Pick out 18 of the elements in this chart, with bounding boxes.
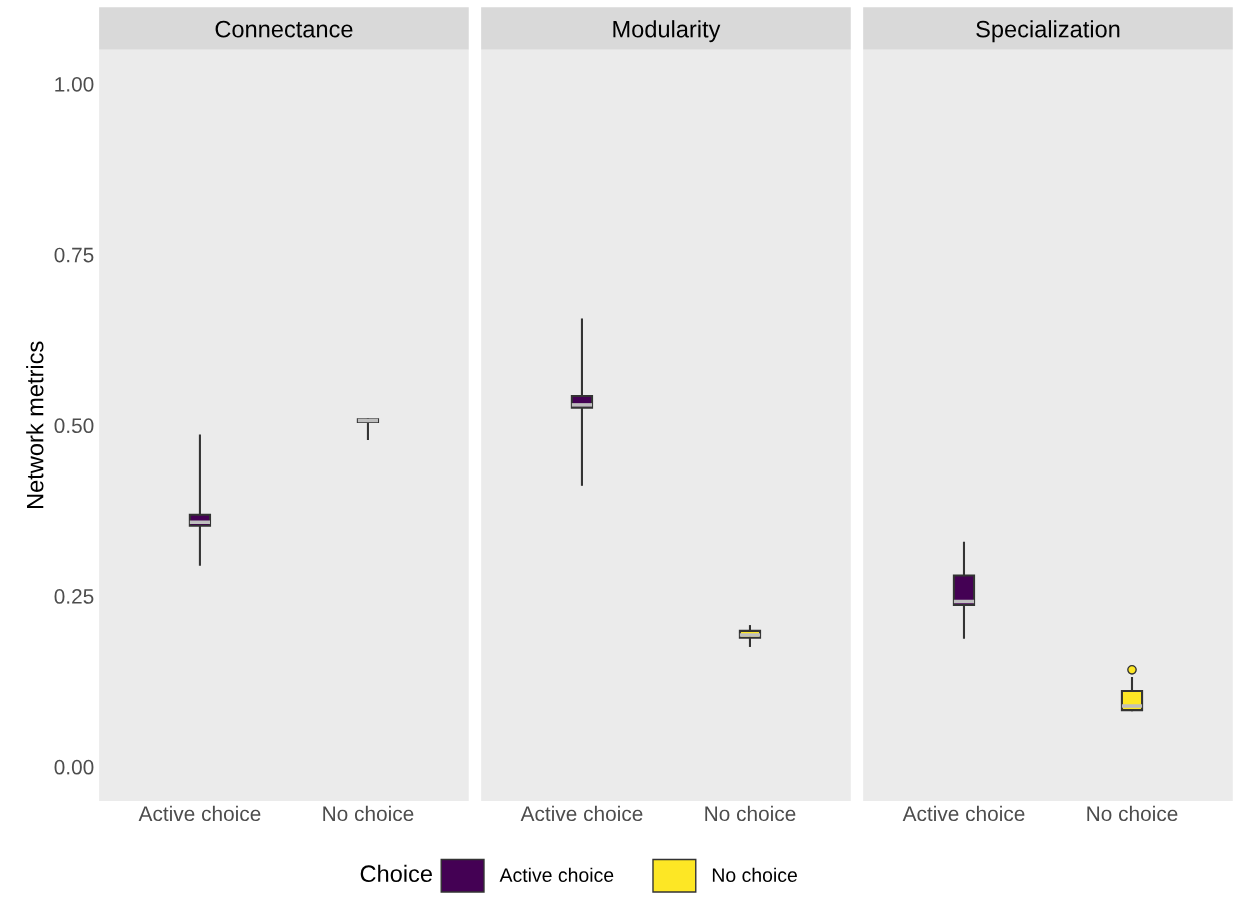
x-tick-label: No choice xyxy=(323,805,414,822)
x-tick-label: Active choice xyxy=(520,805,643,822)
y-tick-label: 0.75 xyxy=(54,247,94,263)
x-tick-label: No choice xyxy=(705,805,796,822)
y-axis-title: Network metrics xyxy=(26,341,44,509)
y-tick-label: 0.25 xyxy=(54,589,94,604)
chart-title: Modularity xyxy=(613,20,721,43)
legend-label: Active choice xyxy=(499,867,614,883)
chart-title: Specialization xyxy=(976,20,1120,43)
x-tick-label: Active choice xyxy=(138,805,261,822)
y-tick-label: 1.00 xyxy=(55,76,94,92)
y-tick-label: 0.50 xyxy=(54,418,94,434)
legend-label: No choice xyxy=(712,867,797,883)
chart-title: Connectance xyxy=(215,20,353,38)
legend-title: Choice xyxy=(360,864,432,883)
x-tick-label: No choice xyxy=(1087,805,1178,822)
x-tick-label: Active choice xyxy=(902,805,1025,822)
y-tick-label: 0.00 xyxy=(54,759,94,775)
